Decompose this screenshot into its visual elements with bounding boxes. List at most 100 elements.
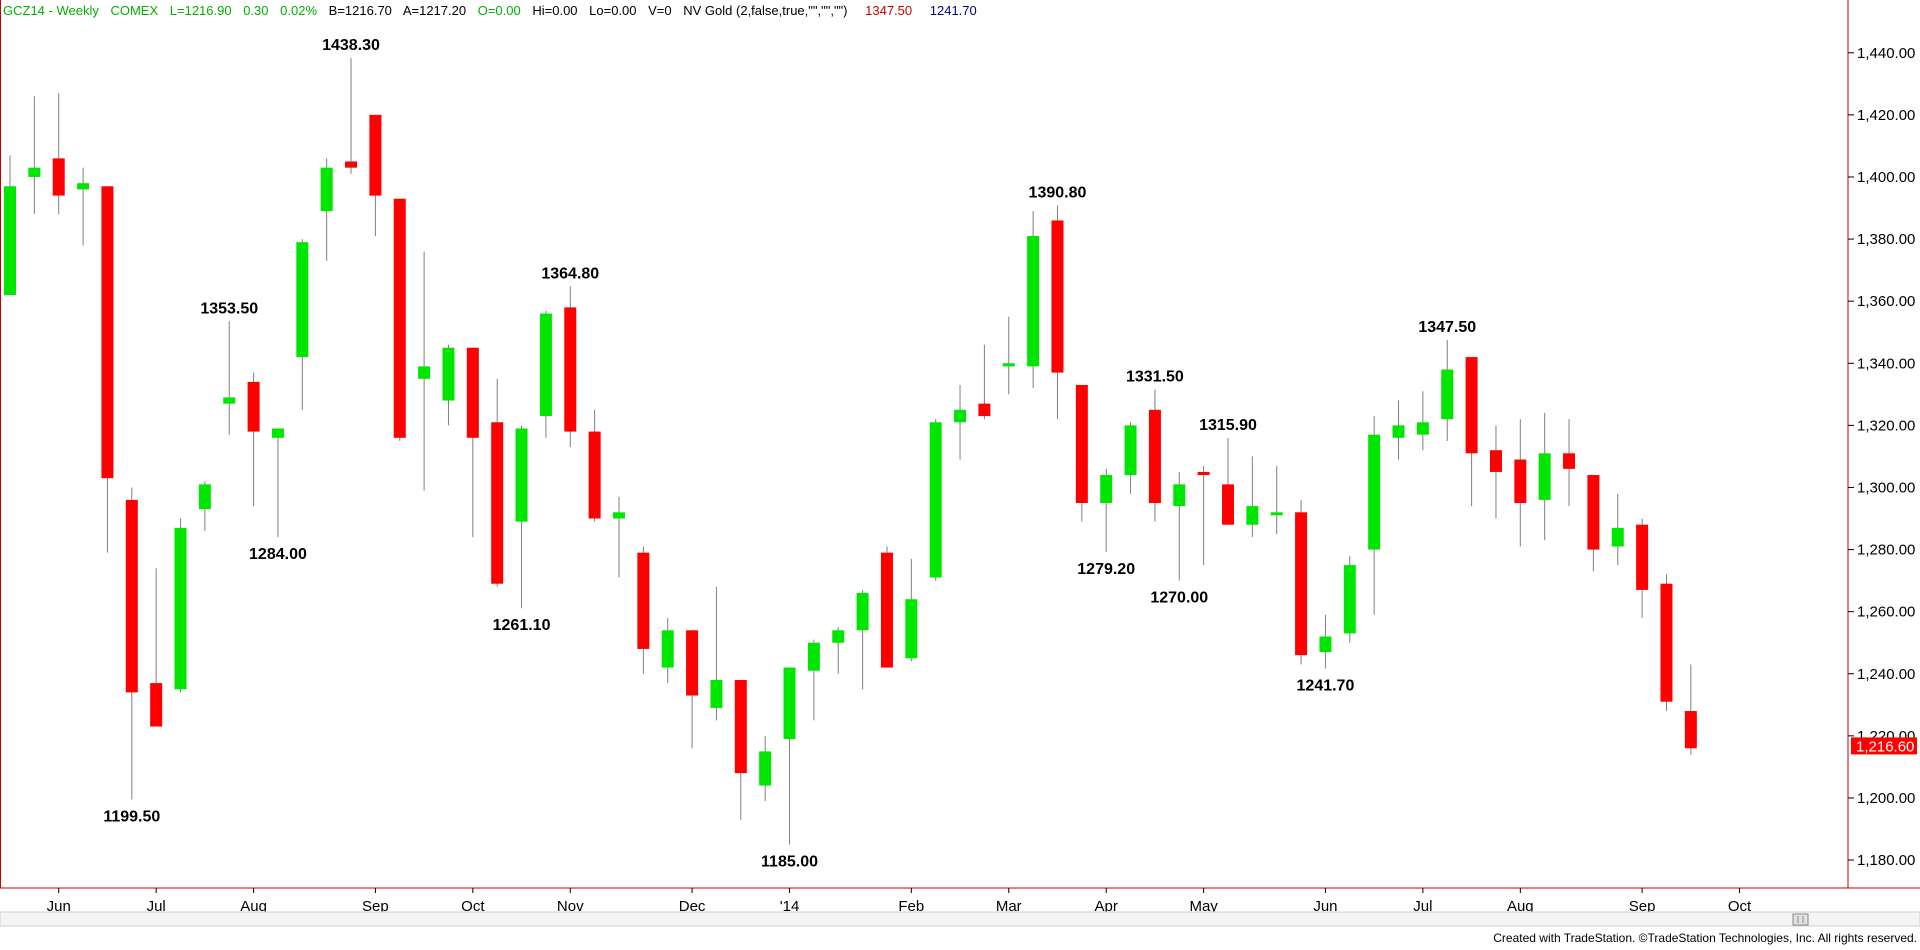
x-tick-label: May	[1189, 898, 1218, 915]
candle-body-up	[759, 751, 772, 786]
candle-body-down	[734, 679, 747, 774]
x-tick-label: Oct	[1728, 898, 1752, 915]
x-tick-label: Jun	[1313, 898, 1337, 915]
candle	[247, 372, 260, 507]
candle-body-down	[1148, 409, 1161, 503]
candle	[832, 627, 845, 674]
price-annotation: 1199.50	[103, 809, 160, 826]
candle-body-up	[1538, 453, 1551, 500]
x-tick-label: Nov	[557, 898, 584, 915]
scrollbar-track[interactable]	[0, 911, 1920, 927]
candle-body-down	[247, 381, 260, 432]
price-annotation: 1353.50	[200, 300, 258, 317]
price-annotation: 1270.00	[1150, 590, 1208, 607]
candle-body-down	[880, 552, 893, 668]
candle-body-up	[442, 347, 455, 401]
price-annotation: 1241.70	[1297, 677, 1355, 694]
candle-body-up	[1319, 636, 1332, 653]
candle-body-down	[1295, 512, 1308, 656]
scrollbar-thumb[interactable]	[1792, 913, 1809, 926]
candle-body-down	[1563, 453, 1576, 469]
candle-body-down	[978, 403, 991, 417]
candle-body-down	[1051, 220, 1064, 373]
candle	[1465, 357, 1478, 507]
time-axis: Jun Jul Aug Sep Oct Nov Dec '14 Feb Mar Apr May Jun J…	[47, 888, 1752, 915]
candle-body-down	[52, 158, 65, 196]
copyright-footer: Created with TradeStation. ©TradeStation…	[1493, 931, 1917, 945]
candle	[588, 409, 601, 522]
candle-body-up	[661, 630, 674, 668]
candle-body-up	[1124, 425, 1137, 476]
header-bid: B=1216.70	[329, 3, 392, 18]
candle-body-down	[101, 186, 114, 479]
price-annotation: 1279.20	[1077, 561, 1135, 578]
candle-body-down	[1489, 450, 1502, 472]
horizontal-scrollbar[interactable]	[0, 911, 1920, 927]
x-tick-label: Jul	[1413, 898, 1432, 915]
candle-body-up	[783, 667, 796, 739]
candle	[1222, 438, 1234, 525]
candle-body-down	[686, 630, 699, 696]
price-annotation: 1331.50	[1126, 369, 1184, 386]
price-annotation: 1438.30	[322, 37, 380, 54]
candle	[1295, 499, 1308, 665]
candle	[1173, 471, 1186, 581]
candle-body-up	[856, 593, 869, 631]
chart-header: GCZ14 - Weekly COMEX L=1216.90 0.30 0.02…	[3, 3, 977, 18]
candle	[1636, 518, 1649, 618]
candle-body-down	[1587, 475, 1600, 550]
header-indicator-low: 1241.70	[930, 3, 977, 18]
candle-body-down	[491, 422, 504, 584]
candle	[1246, 456, 1259, 538]
candle	[710, 586, 723, 721]
candle-body-down	[1514, 459, 1527, 503]
candle	[1051, 205, 1064, 420]
header-high: Hi=0.00	[532, 3, 577, 18]
x-tick-label: Aug	[240, 898, 267, 915]
candle	[905, 558, 918, 662]
candle	[880, 546, 893, 668]
candle-body-down	[1197, 471, 1210, 476]
candle-body-up	[710, 679, 723, 708]
candle	[198, 481, 211, 531]
candle	[345, 58, 358, 174]
candle	[1611, 493, 1624, 566]
y-tick-label: 1,260.00	[1857, 604, 1915, 621]
header-volume: V=0	[648, 3, 672, 18]
candle-body-up	[613, 512, 625, 519]
candle-body-up	[954, 409, 967, 423]
candle	[1538, 412, 1551, 541]
y-tick-label: 1,380.00	[1857, 231, 1915, 248]
candle	[223, 321, 236, 435]
candle-body-down	[369, 114, 382, 196]
candle	[1075, 385, 1088, 522]
candle	[637, 546, 650, 674]
candle	[978, 344, 991, 420]
candle-body-up	[174, 527, 187, 690]
candle-body-down	[637, 552, 650, 649]
price-annotation: 1347.50	[1418, 319, 1476, 336]
y-tick-label: 1,420.00	[1857, 107, 1915, 124]
candle	[174, 518, 187, 693]
y-tick-label: 1,360.00	[1857, 293, 1915, 310]
candle	[150, 568, 163, 727]
candle	[101, 186, 114, 553]
current-price-tag-bg	[1851, 737, 1917, 755]
candle	[271, 428, 284, 538]
candle	[1563, 419, 1576, 507]
y-tick-label: 1,180.00	[1857, 852, 1915, 869]
candle-body-up	[1027, 235, 1040, 367]
candle	[1002, 316, 1015, 395]
candle-body-down	[1222, 484, 1234, 525]
candle	[1100, 468, 1113, 553]
candle-body-down	[1684, 711, 1697, 749]
candle	[52, 93, 65, 215]
x-tick-label: Aug	[1507, 898, 1534, 915]
current-price-label: 1,216.60	[1856, 738, 1914, 755]
current-price-tag: 1,216.60	[1851, 737, 1917, 755]
candle	[515, 425, 528, 609]
candle	[1587, 475, 1600, 572]
price-axis: 1,180.001,200.001,220.001,240.001,260.00…	[1848, 45, 1915, 869]
header-last: L=1216.90	[170, 3, 232, 18]
